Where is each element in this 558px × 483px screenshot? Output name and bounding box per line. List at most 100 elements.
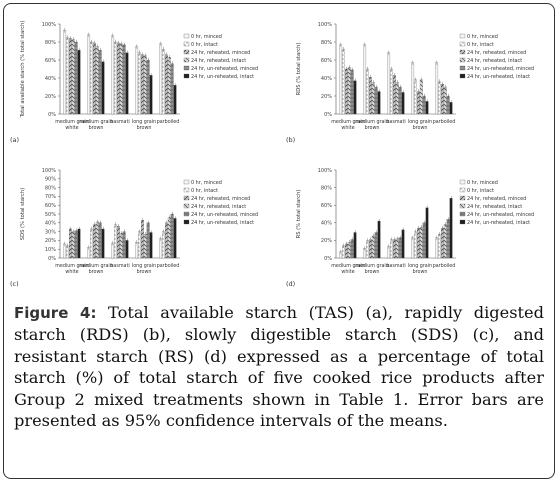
bar	[72, 232, 75, 258]
bar	[399, 87, 402, 114]
bar	[147, 223, 150, 258]
bar	[159, 44, 162, 114]
bar	[99, 50, 102, 114]
bar	[114, 225, 117, 258]
legend-swatch	[460, 42, 465, 46]
bar	[117, 43, 120, 114]
bar	[135, 242, 138, 258]
legend-swatch	[460, 220, 465, 224]
figure-frame: Total available starch (% total starch) 0…	[3, 3, 555, 479]
bar	[69, 229, 72, 258]
legend-swatch	[184, 180, 189, 184]
panel-label: (a)	[10, 136, 19, 144]
bar	[123, 232, 126, 258]
bar	[372, 83, 375, 115]
legend-entry: 24 hr, un-reheated, intact	[467, 74, 530, 80]
legend-swatch	[184, 220, 189, 224]
legend-entry: 24 hr, un-reheated, intact	[191, 220, 254, 226]
bar	[165, 223, 168, 258]
bar	[150, 75, 153, 114]
legend-entry: 24 hr, reheated, intact	[191, 58, 246, 64]
y-tick-label: 60%	[321, 203, 332, 209]
bar	[438, 82, 441, 114]
bar	[420, 80, 423, 114]
bar	[90, 229, 93, 258]
x-tick-label: basmati	[386, 119, 405, 125]
bar	[426, 208, 429, 258]
bar	[345, 69, 348, 114]
legend-swatch	[184, 66, 189, 70]
legend-swatch	[460, 196, 465, 200]
bar	[162, 232, 165, 258]
legend-swatch	[460, 180, 465, 184]
legend-swatch	[184, 58, 189, 62]
bar	[93, 43, 96, 114]
legend-swatch	[460, 204, 465, 208]
y-tick-label: 0%	[324, 112, 332, 118]
bar	[168, 218, 171, 258]
x-tick-label: parboiled	[433, 263, 456, 269]
bar	[96, 222, 99, 258]
bar	[399, 238, 402, 258]
legend-entry: 24 hr, reheated, intact	[191, 204, 246, 210]
bar	[171, 214, 174, 258]
bar	[165, 55, 168, 114]
x-tick-label: medium grain brown	[79, 263, 113, 275]
legend-swatch	[460, 50, 465, 54]
legend-swatch	[460, 74, 465, 78]
y-tick-label: 80%	[45, 40, 56, 46]
legend-swatch	[184, 74, 189, 78]
bar	[402, 230, 405, 258]
bar	[102, 62, 105, 114]
bar	[375, 232, 378, 258]
caption-label: Figure 4:	[14, 304, 96, 322]
panel-label: (c)	[10, 280, 19, 288]
bar	[378, 92, 381, 115]
bar	[144, 234, 147, 258]
x-tick-label: basmati	[110, 119, 129, 125]
legend-entry: 0 hr, intact	[191, 188, 218, 194]
chart-panel-c: SDS (% total starch)0%10%20%30%40%50%60%…	[10, 168, 258, 288]
bar	[390, 240, 393, 258]
legend-swatch	[460, 58, 465, 62]
bar	[369, 240, 372, 258]
y-tick-label: 20%	[45, 94, 56, 100]
y-tick-label: 100%	[42, 22, 57, 28]
bar	[423, 96, 426, 114]
legend-swatch	[184, 42, 189, 46]
y-tick-label: 60%	[45, 203, 56, 209]
y-tick-label: 80%	[45, 185, 56, 191]
bar	[138, 53, 141, 114]
legend-entry: 24 hr, un-reheated, minced	[191, 212, 258, 218]
bar	[447, 219, 450, 258]
bar	[348, 67, 351, 114]
caption-text: Total available starch (TAS) (a), rapidl…	[14, 303, 544, 430]
y-tick-label: 60%	[45, 58, 56, 64]
legend-entry: 24 hr, un-reheated, minced	[191, 66, 258, 72]
legend-entry: 24 hr, reheated, minced	[191, 50, 250, 56]
y-tick-label: 90%	[45, 177, 56, 183]
y-tick-label: 40%	[321, 76, 332, 82]
y-tick-label: 100%	[318, 22, 333, 28]
bar	[111, 243, 114, 258]
bar	[351, 240, 354, 258]
y-tick-label: 100%	[42, 168, 57, 174]
legend-entry: 0 hr, minced	[191, 34, 222, 40]
bar	[438, 234, 441, 258]
legend-entry: 24 hr, reheated, minced	[191, 196, 250, 202]
legend-swatch	[460, 34, 465, 38]
bar	[75, 231, 78, 258]
bar	[171, 64, 174, 114]
bar	[411, 238, 414, 258]
chart-panel-b: RDS (% total starch) 0% 20% 40% 60% 80% 100% me…	[286, 22, 534, 144]
charts-area: Total available starch (% total starch) 0…	[4, 4, 554, 294]
bar	[69, 38, 72, 114]
panel-label: (d)	[286, 280, 295, 288]
bar	[162, 49, 165, 114]
bar	[138, 232, 141, 258]
bar	[354, 232, 357, 258]
y-tick-label: 20%	[45, 238, 56, 244]
bar	[423, 223, 426, 258]
x-tick-label: long grain brown	[132, 263, 156, 275]
y-tick-label: 70%	[45, 194, 56, 200]
